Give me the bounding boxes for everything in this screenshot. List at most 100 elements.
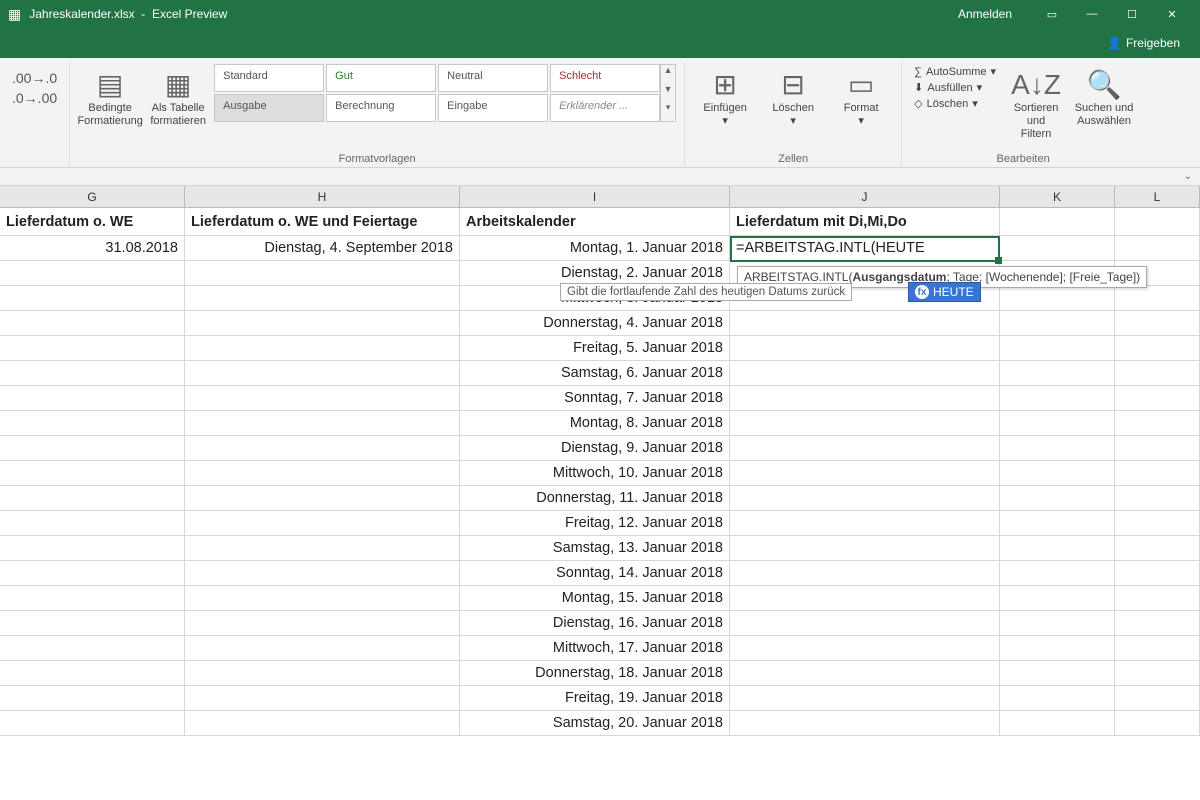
cell-G[interactable] bbox=[0, 636, 185, 660]
cell-H[interactable]: Lieferdatum o. WE und Feiertage bbox=[185, 208, 460, 235]
cell-H[interactable] bbox=[185, 436, 460, 460]
table-row[interactable]: Mittwoch, 10. Januar 2018 bbox=[0, 461, 1200, 486]
cell-I[interactable]: Montag, 15. Januar 2018 bbox=[460, 586, 730, 610]
cell-L[interactable] bbox=[1115, 208, 1200, 235]
cell-I[interactable]: Donnerstag, 4. Januar 2018 bbox=[460, 311, 730, 335]
cell-J[interactable] bbox=[730, 486, 1000, 510]
minimize-icon[interactable]: — bbox=[1072, 8, 1112, 20]
table-row[interactable]: Donnerstag, 4. Januar 2018 bbox=[0, 311, 1200, 336]
close-icon[interactable]: ✕ bbox=[1152, 8, 1192, 21]
clear-button[interactable]: ◇Löschen ▾ bbox=[910, 96, 1000, 111]
style-gut[interactable]: Gut bbox=[326, 64, 436, 92]
cell-G[interactable] bbox=[0, 461, 185, 485]
table-row[interactable]: Dienstag, 16. Januar 2018 bbox=[0, 611, 1200, 636]
cell-I[interactable]: Montag, 1. Januar 2018 bbox=[460, 236, 730, 260]
cell-G[interactable] bbox=[0, 711, 185, 735]
cell-G[interactable] bbox=[0, 511, 185, 535]
cell-L[interactable] bbox=[1115, 361, 1200, 385]
cell-L[interactable] bbox=[1115, 611, 1200, 635]
cell-K[interactable] bbox=[1000, 636, 1115, 660]
column-header-L[interactable]: L bbox=[1115, 186, 1200, 207]
cell-J[interactable]: Lieferdatum mit Di,Mi,Do bbox=[730, 208, 1000, 235]
cell-K[interactable] bbox=[1000, 586, 1115, 610]
cell-H[interactable] bbox=[185, 286, 460, 310]
cell-I[interactable]: Donnerstag, 11. Januar 2018 bbox=[460, 486, 730, 510]
format-cells-button[interactable]: ▭ Format▾ bbox=[829, 64, 893, 132]
cell-J[interactable] bbox=[730, 336, 1000, 360]
cell-J[interactable] bbox=[730, 636, 1000, 660]
cell-H[interactable] bbox=[185, 661, 460, 685]
styles-scroll[interactable]: ▲▼▾ bbox=[660, 64, 676, 122]
cell-L[interactable] bbox=[1115, 486, 1200, 510]
sort-filter-button[interactable]: A↓Z Sortieren und Filtern bbox=[1004, 64, 1068, 146]
autocomplete-suggestion[interactable]: fx HEUTE bbox=[908, 282, 981, 302]
cell-I[interactable]: Dienstag, 9. Januar 2018 bbox=[460, 436, 730, 460]
cell-J[interactable] bbox=[730, 686, 1000, 710]
cell-K[interactable] bbox=[1000, 361, 1115, 385]
cell-I[interactable]: Freitag, 12. Januar 2018 bbox=[460, 511, 730, 535]
cell-L[interactable] bbox=[1115, 436, 1200, 460]
fill-button[interactable]: ⬇Ausfüllen ▾ bbox=[910, 80, 1000, 95]
table-row[interactable]: Freitag, 5. Januar 2018 bbox=[0, 336, 1200, 361]
cell-G[interactable] bbox=[0, 586, 185, 610]
cell-L[interactable] bbox=[1115, 311, 1200, 335]
cell-K[interactable] bbox=[1000, 336, 1115, 360]
cell-H[interactable] bbox=[185, 336, 460, 360]
table-row[interactable]: Freitag, 19. Januar 2018 bbox=[0, 686, 1200, 711]
cell-I[interactable]: Samstag, 20. Januar 2018 bbox=[460, 711, 730, 735]
style-standard[interactable]: Standard bbox=[214, 64, 324, 92]
cell-G[interactable] bbox=[0, 411, 185, 435]
table-row[interactable]: Mittwoch, 17. Januar 2018 bbox=[0, 636, 1200, 661]
cell-L[interactable] bbox=[1115, 586, 1200, 610]
cell-I[interactable]: Mittwoch, 17. Januar 2018 bbox=[460, 636, 730, 660]
cell-K[interactable] bbox=[1000, 486, 1115, 510]
cell-K[interactable] bbox=[1000, 711, 1115, 735]
cell-H[interactable] bbox=[185, 361, 460, 385]
style-erklaerender[interactable]: Erklärender ... bbox=[550, 94, 660, 122]
cell-L[interactable] bbox=[1115, 336, 1200, 360]
cell-J[interactable] bbox=[730, 561, 1000, 585]
style-berechnung[interactable]: Berechnung bbox=[326, 94, 436, 122]
table-row[interactable]: Samstag, 20. Januar 2018 bbox=[0, 711, 1200, 736]
cell-I[interactable]: Mittwoch, 10. Januar 2018 bbox=[460, 461, 730, 485]
cell-L[interactable] bbox=[1115, 461, 1200, 485]
cell-G[interactable] bbox=[0, 536, 185, 560]
cell-H[interactable] bbox=[185, 611, 460, 635]
column-header-K[interactable]: K bbox=[1000, 186, 1115, 207]
table-row[interactable]: Sonntag, 7. Januar 2018 bbox=[0, 386, 1200, 411]
increase-decimal-icon[interactable]: .0→.00 bbox=[12, 90, 57, 106]
column-header-H[interactable]: H bbox=[185, 186, 460, 207]
table-row[interactable]: Dienstag, 9. Januar 2018 bbox=[0, 436, 1200, 461]
table-row[interactable]: Sonntag, 14. Januar 2018 bbox=[0, 561, 1200, 586]
style-ausgabe[interactable]: Ausgabe bbox=[214, 94, 324, 122]
cell-K[interactable] bbox=[1000, 236, 1115, 260]
cell-K[interactable] bbox=[1000, 686, 1115, 710]
cell-G[interactable] bbox=[0, 436, 185, 460]
cell-H[interactable] bbox=[185, 686, 460, 710]
cell-L[interactable] bbox=[1115, 661, 1200, 685]
table-row[interactable]: Montag, 8. Januar 2018 bbox=[0, 411, 1200, 436]
cell-H[interactable] bbox=[185, 586, 460, 610]
table-row[interactable]: 31.08.2018Dienstag, 4. September 2018Mon… bbox=[0, 236, 1200, 261]
cell-L[interactable] bbox=[1115, 511, 1200, 535]
cell-I[interactable]: Freitag, 5. Januar 2018 bbox=[460, 336, 730, 360]
cell-L[interactable] bbox=[1115, 386, 1200, 410]
cell-styles-gallery[interactable]: Standard Gut Neutral Schlecht Ausgabe Be… bbox=[214, 64, 660, 122]
cell-K[interactable] bbox=[1000, 208, 1115, 235]
header-row[interactable]: Lieferdatum o. WELieferdatum o. WE und F… bbox=[0, 208, 1200, 236]
cell-G[interactable] bbox=[0, 361, 185, 385]
cell-editor[interactable]: =ARBEITSTAG.INTL(HEUTE bbox=[732, 238, 929, 258]
cell-K[interactable] bbox=[1000, 561, 1115, 585]
cell-K[interactable] bbox=[1000, 661, 1115, 685]
cell-I[interactable]: Donnerstag, 18. Januar 2018 bbox=[460, 661, 730, 685]
table-row[interactable]: Samstag, 6. Januar 2018 bbox=[0, 361, 1200, 386]
insert-cells-button[interactable]: ⊞ Einfügen▾ bbox=[693, 64, 757, 132]
cell-I[interactable]: Freitag, 19. Januar 2018 bbox=[460, 686, 730, 710]
cell-L[interactable] bbox=[1115, 286, 1200, 310]
cell-H[interactable] bbox=[185, 536, 460, 560]
cell-H[interactable] bbox=[185, 386, 460, 410]
cell-G[interactable] bbox=[0, 336, 185, 360]
cell-H[interactable] bbox=[185, 711, 460, 735]
cell-J[interactable] bbox=[730, 586, 1000, 610]
cell-G[interactable] bbox=[0, 686, 185, 710]
